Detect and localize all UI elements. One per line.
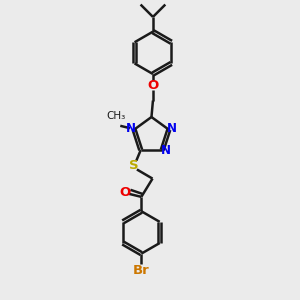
Text: N: N — [161, 144, 171, 157]
Text: N: N — [167, 122, 177, 135]
Text: O: O — [147, 79, 159, 92]
Text: CH₃: CH₃ — [107, 111, 126, 122]
Text: Br: Br — [133, 264, 150, 277]
Text: O: O — [119, 186, 131, 199]
Text: N: N — [126, 122, 136, 135]
Text: S: S — [130, 159, 139, 172]
